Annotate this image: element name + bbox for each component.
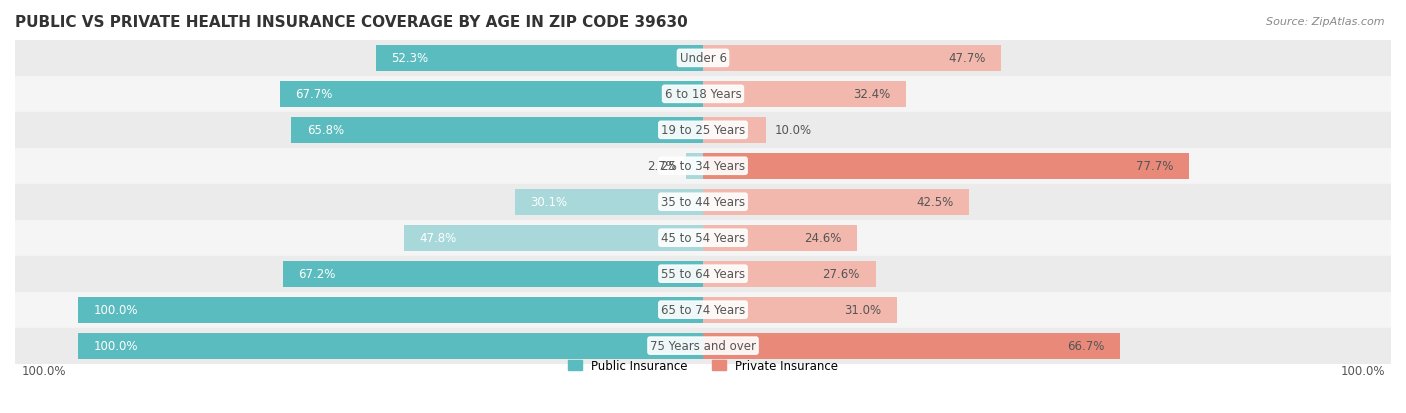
Text: 66.7%: 66.7%: [1067, 339, 1105, 352]
Legend: Public Insurance, Private Insurance: Public Insurance, Private Insurance: [564, 355, 842, 377]
Bar: [686, 154, 703, 179]
Text: 75 Years and over: 75 Years and over: [650, 339, 756, 352]
Text: 25 to 34 Years: 25 to 34 Years: [661, 160, 745, 173]
Bar: [703, 189, 969, 215]
Bar: [291, 118, 703, 143]
Text: 100.0%: 100.0%: [93, 339, 138, 352]
Bar: [404, 225, 703, 251]
Text: 100.0%: 100.0%: [1340, 364, 1385, 377]
Text: 55 to 64 Years: 55 to 64 Years: [661, 268, 745, 280]
Bar: [703, 333, 1121, 358]
Bar: [280, 82, 703, 107]
Text: Under 6: Under 6: [679, 52, 727, 65]
Bar: [703, 297, 897, 323]
Bar: [703, 46, 1001, 71]
Text: 35 to 44 Years: 35 to 44 Years: [661, 196, 745, 209]
Text: 100.0%: 100.0%: [93, 304, 138, 316]
Bar: [15, 113, 1391, 148]
Text: 42.5%: 42.5%: [915, 196, 953, 209]
Bar: [703, 225, 856, 251]
Bar: [703, 118, 765, 143]
Text: 100.0%: 100.0%: [21, 364, 66, 377]
Text: Source: ZipAtlas.com: Source: ZipAtlas.com: [1267, 17, 1385, 26]
Bar: [15, 220, 1391, 256]
Text: 30.1%: 30.1%: [530, 196, 568, 209]
Text: 2.7%: 2.7%: [647, 160, 676, 173]
Bar: [703, 82, 905, 107]
Text: 6 to 18 Years: 6 to 18 Years: [665, 88, 741, 101]
Bar: [15, 292, 1391, 328]
Text: PUBLIC VS PRIVATE HEALTH INSURANCE COVERAGE BY AGE IN ZIP CODE 39630: PUBLIC VS PRIVATE HEALTH INSURANCE COVER…: [15, 15, 688, 30]
Bar: [15, 148, 1391, 184]
Text: 32.4%: 32.4%: [853, 88, 890, 101]
Bar: [515, 189, 703, 215]
Text: 19 to 25 Years: 19 to 25 Years: [661, 124, 745, 137]
Text: 65.8%: 65.8%: [307, 124, 344, 137]
Text: 67.2%: 67.2%: [298, 268, 336, 280]
Bar: [15, 184, 1391, 220]
Text: 65 to 74 Years: 65 to 74 Years: [661, 304, 745, 316]
Bar: [703, 261, 876, 287]
Text: 52.3%: 52.3%: [391, 52, 429, 65]
Text: 67.7%: 67.7%: [295, 88, 333, 101]
Bar: [15, 41, 1391, 77]
Bar: [77, 333, 703, 358]
Bar: [15, 77, 1391, 113]
Text: 27.6%: 27.6%: [823, 268, 860, 280]
Text: 47.8%: 47.8%: [419, 232, 457, 244]
Bar: [15, 256, 1391, 292]
Text: 45 to 54 Years: 45 to 54 Years: [661, 232, 745, 244]
Bar: [375, 46, 703, 71]
Bar: [703, 154, 1189, 179]
Bar: [77, 297, 703, 323]
Text: 31.0%: 31.0%: [844, 304, 882, 316]
Text: 10.0%: 10.0%: [775, 124, 813, 137]
Text: 47.7%: 47.7%: [948, 52, 986, 65]
Bar: [283, 261, 703, 287]
Text: 24.6%: 24.6%: [804, 232, 841, 244]
Text: 77.7%: 77.7%: [1136, 160, 1174, 173]
Bar: [15, 328, 1391, 364]
